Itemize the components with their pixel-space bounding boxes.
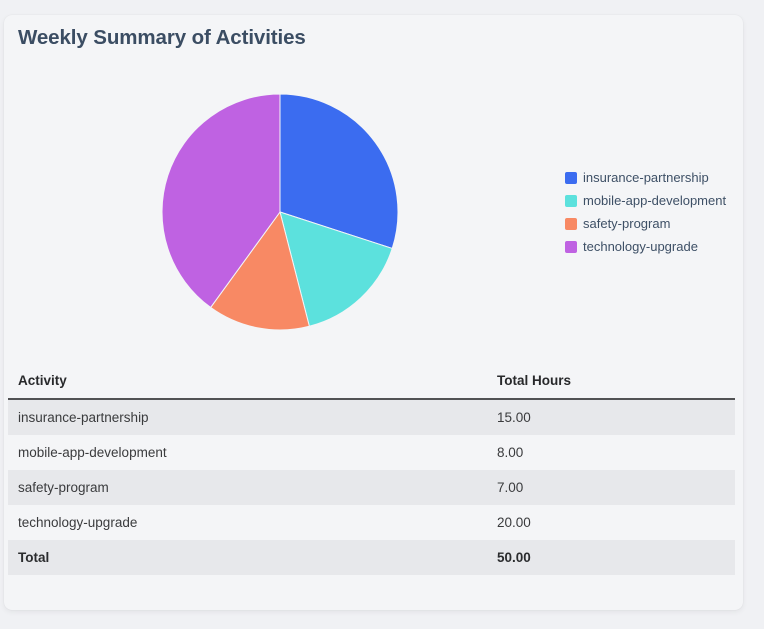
table-row: mobile-app-development 8.00 bbox=[8, 435, 735, 470]
cell-total-hours: 50.00 bbox=[497, 550, 531, 565]
cell-total-hours: 8.00 bbox=[497, 445, 524, 460]
table-row: safety-program 7.00 bbox=[8, 470, 735, 505]
table-total-row: Total 50.00 bbox=[8, 540, 735, 575]
activity-summary-table: Activity Total Hours insurance-partnersh… bbox=[8, 364, 735, 575]
pie-slice-technology-upgrade[interactable] bbox=[161, 93, 281, 308]
legend-item-technology-upgrade[interactable]: technology-upgrade bbox=[565, 239, 726, 255]
cell-activity: safety-program bbox=[18, 480, 109, 495]
cell-total-hours: 15.00 bbox=[497, 410, 531, 425]
legend-label: insurance-partnership bbox=[583, 170, 709, 185]
legend-item-insurance-partnership[interactable]: insurance-partnership bbox=[565, 170, 726, 186]
cell-total-hours: 7.00 bbox=[497, 480, 524, 495]
cell-activity: technology-upgrade bbox=[18, 515, 138, 530]
pie-slice-insurance-partnership[interactable] bbox=[279, 93, 399, 249]
column-header-activity: Activity bbox=[18, 373, 67, 388]
legend-swatch-icon bbox=[565, 218, 577, 230]
legend-swatch-icon bbox=[565, 195, 577, 207]
pie-slice-safety-program[interactable] bbox=[210, 211, 310, 331]
legend-swatch-icon bbox=[565, 172, 577, 184]
legend-label: safety-program bbox=[583, 216, 671, 231]
pie-chart bbox=[161, 93, 399, 331]
table-row: technology-upgrade 20.00 bbox=[8, 505, 735, 540]
cell-activity: insurance-partnership bbox=[18, 410, 149, 425]
legend-swatch-icon bbox=[565, 241, 577, 253]
legend-label: technology-upgrade bbox=[583, 239, 698, 254]
legend-item-safety-program[interactable]: safety-program bbox=[565, 216, 726, 232]
weekly-summary-card: Weekly Summary of Activities insurance-p… bbox=[4, 15, 743, 610]
page-title: Weekly Summary of Activities bbox=[18, 26, 306, 49]
table-header-row: Activity Total Hours bbox=[8, 364, 735, 399]
column-header-total-hours: Total Hours bbox=[497, 373, 571, 388]
cell-activity: Total bbox=[18, 550, 50, 565]
chart-legend: insurance-partnership mobile-app-developm… bbox=[565, 170, 726, 255]
pie-slice-mobile-app-development[interactable] bbox=[279, 211, 393, 327]
cell-activity: mobile-app-development bbox=[18, 445, 167, 460]
legend-item-mobile-app-development[interactable]: mobile-app-development bbox=[565, 193, 726, 209]
table-row: insurance-partnership 15.00 bbox=[8, 399, 735, 435]
cell-total-hours: 20.00 bbox=[497, 515, 531, 530]
legend-label: mobile-app-development bbox=[583, 193, 727, 208]
